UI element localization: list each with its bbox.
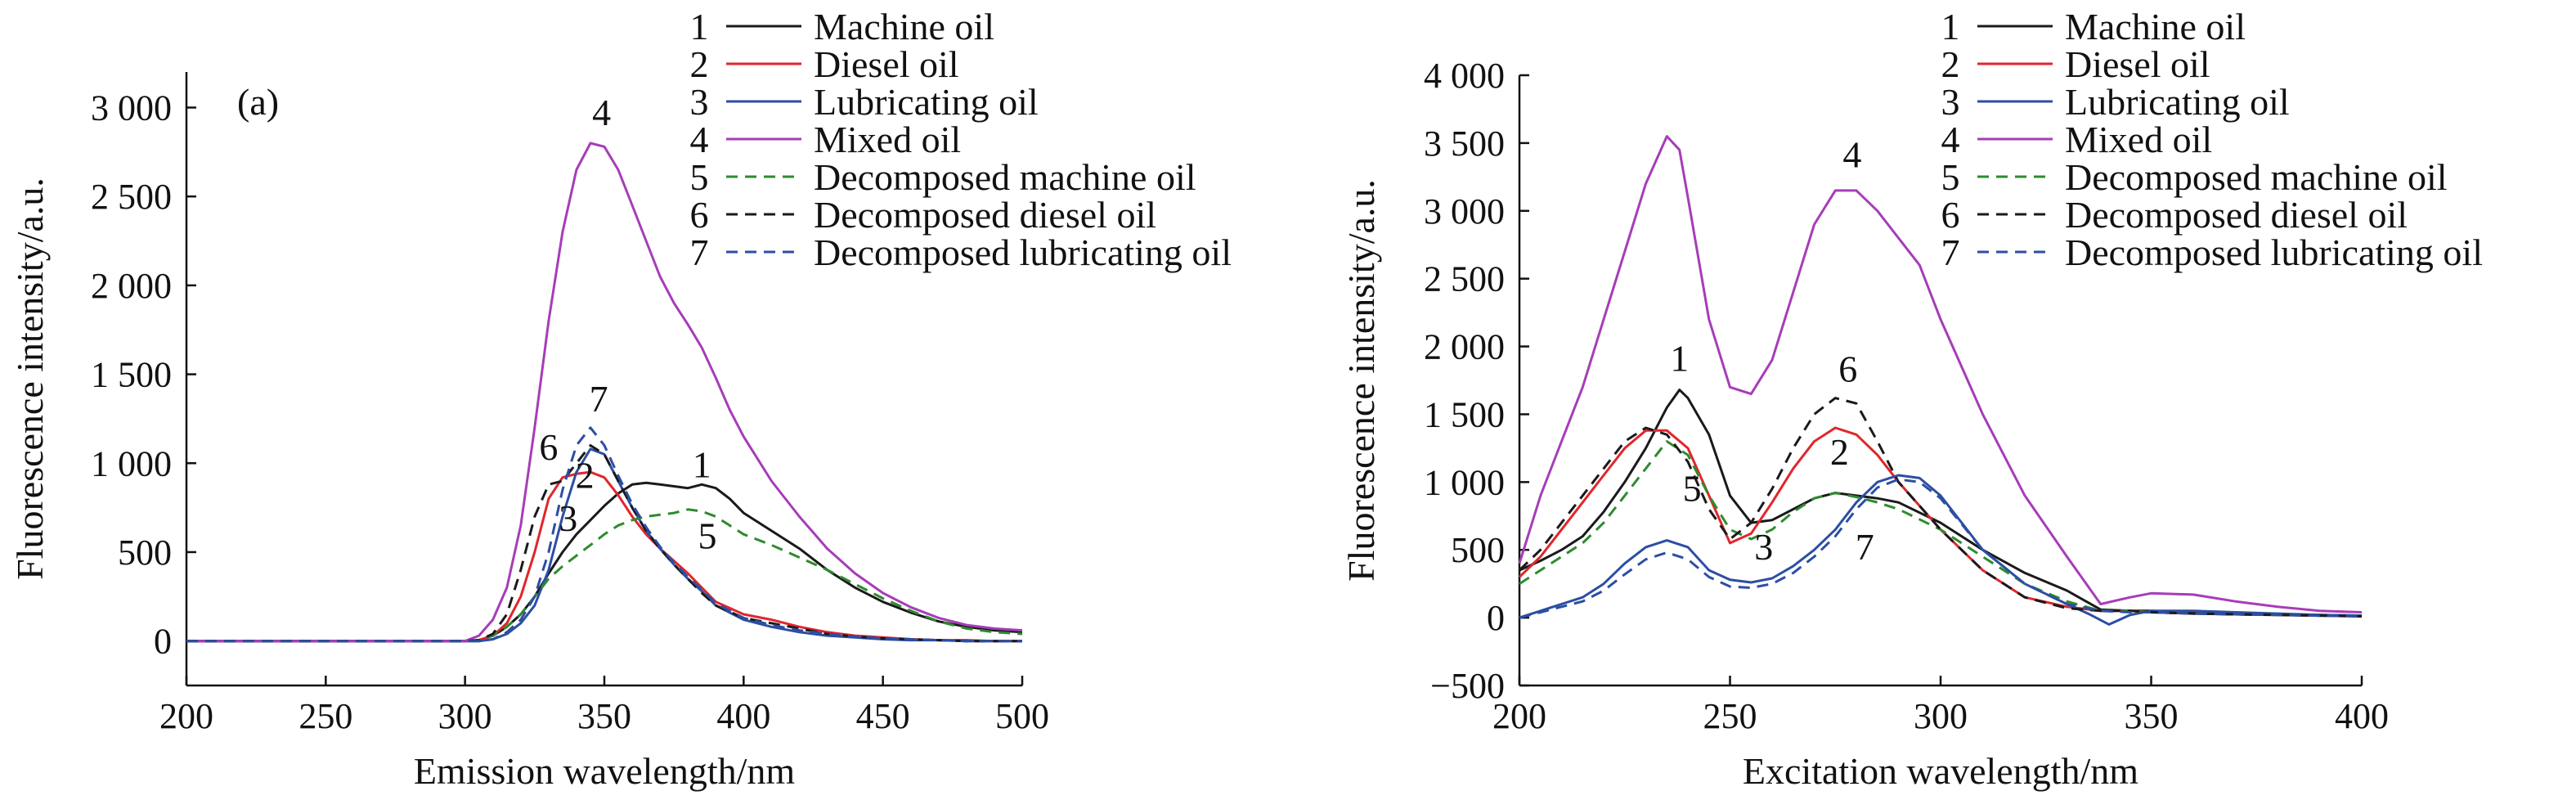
x-tick-label: 400 <box>2335 696 2389 736</box>
x-tick-label: 300 <box>1914 696 1968 736</box>
y-tick-label: 1 500 <box>91 355 172 395</box>
y-tick-label: 3 500 <box>1424 124 1505 164</box>
x-tick-label: 400 <box>716 696 770 736</box>
series-line-6 <box>186 444 1022 643</box>
x-tick-label: 350 <box>577 696 631 736</box>
x-tick-label: 500 <box>995 696 1049 736</box>
x-tick-label: 300 <box>438 696 492 736</box>
y-tick-label: 3 000 <box>1424 191 1505 231</box>
legend-number: 7 <box>690 231 709 273</box>
legend-label: Machine oil <box>2065 6 2246 47</box>
y-tick-label: 3 000 <box>91 88 172 128</box>
legend-number: 6 <box>690 194 709 236</box>
legend-label: Decomposed machine oil <box>2065 156 2448 198</box>
y-tick-label: 2 500 <box>1424 259 1505 299</box>
series-line-6 <box>1518 397 2363 618</box>
y-tick-label: 0 <box>154 622 172 662</box>
x-tick-label: 200 <box>1492 696 1546 736</box>
y-tick-label: 1 000 <box>91 443 172 483</box>
curve-number-label: 5 <box>1683 468 1702 510</box>
curve-number-label: 1 <box>1670 337 1689 379</box>
legend-label: Machine oil <box>814 6 994 47</box>
series-line-5 <box>1519 440 2363 618</box>
legend-label: Lubricating oil <box>814 81 1039 123</box>
legend-label: Mixed oil <box>814 119 961 160</box>
curve-number-label: 5 <box>698 515 717 557</box>
legend-number: 6 <box>1941 194 1960 236</box>
x-axis-label: Emission wavelength/nm <box>414 750 796 792</box>
curve-number-label: 4 <box>1842 134 1861 176</box>
y-tick-label: 500 <box>1451 530 1505 570</box>
curve-number-label: 3 <box>1754 526 1773 568</box>
y-tick-label: 0 <box>1487 598 1505 638</box>
x-tick-label: 200 <box>159 696 213 736</box>
legend: 1 Machine oil 2 Diesel oil 3 Lubricating oil 4… <box>690 6 1232 273</box>
series-line-4 <box>186 142 1023 643</box>
legend-label: Decomposed lubricating oil <box>2065 231 2483 273</box>
y-axis-label: Fluorescence intensity/a.u. <box>1340 179 1382 582</box>
legend-label: Lubricating oil <box>2065 81 2290 123</box>
legend-number: 2 <box>690 43 709 85</box>
legend-label: Decomposed diesel oil <box>814 194 1156 236</box>
legend-number: 4 <box>690 119 709 160</box>
curve-number-label: 6 <box>539 426 558 468</box>
curve-number-label: 6 <box>1838 348 1857 390</box>
legend-number: 4 <box>1941 119 1960 160</box>
curve-number-label: 2 <box>1830 431 1849 473</box>
series-line-2 <box>186 470 1022 643</box>
legend-number: 7 <box>1941 231 1960 273</box>
legend-label: Diesel oil <box>2065 43 2210 85</box>
legend-number: 1 <box>1941 6 1960 47</box>
series-line-7 <box>186 426 1022 643</box>
y-tick-label: 2 000 <box>1424 327 1505 367</box>
legend-number: 5 <box>1941 156 1960 198</box>
legend-number: 3 <box>690 81 709 123</box>
curve-number-label: 4 <box>592 92 611 133</box>
y-axis-label: Fluorescence intensity/a.u. <box>9 178 51 580</box>
series-line-1 <box>1519 389 2363 618</box>
y-tick-label: 2 000 <box>91 266 172 306</box>
legend-number: 5 <box>690 156 709 198</box>
chart-panel-1: 200 250 300 350 400 450 500 0 500 1 000 1 500 2 000… <box>9 6 1232 792</box>
y-tick-label: 1 500 <box>1424 394 1505 434</box>
curve-number-label: 1 <box>693 444 711 486</box>
series-line-5 <box>186 508 1023 643</box>
legend-number: 1 <box>690 6 709 47</box>
legend-number: 2 <box>1941 43 1960 85</box>
y-tick-label: −500 <box>1430 666 1505 706</box>
series-line-1 <box>186 481 1023 643</box>
series-line-4 <box>1518 135 2363 613</box>
y-tick-label: 500 <box>118 533 172 573</box>
y-tick-label: 2 500 <box>91 177 172 217</box>
curve-number-label: 7 <box>590 378 608 420</box>
x-tick-label: 350 <box>2125 696 2179 736</box>
x-tick-label: 250 <box>1703 696 1757 736</box>
curve-number-label: 2 <box>576 455 595 497</box>
legend-label: Decomposed machine oil <box>814 156 1196 198</box>
legend-number: 3 <box>1941 81 1960 123</box>
y-tick-label: 1 000 <box>1424 462 1505 502</box>
legend: 1 Machine oil 2 Diesel oil 3 Lubricating oil 4… <box>1941 6 2484 273</box>
panel-label: (a) <box>237 81 279 123</box>
x-tick-label: 450 <box>856 696 910 736</box>
curve-number-label: 3 <box>559 497 577 539</box>
y-tick-label: 4 000 <box>1424 56 1505 96</box>
curve-number-label: 7 <box>1856 526 1874 568</box>
x-axis-label: Excitation wavelength/nm <box>1743 750 2138 792</box>
series-line-7 <box>1519 478 2363 619</box>
chart-panel-2: 200 250 300 350 400 −500 0 500 1 000 1 500 2 000 2 … <box>1340 6 2483 792</box>
x-tick-label: 250 <box>298 696 352 736</box>
legend-label: Decomposed lubricating oil <box>814 231 1232 273</box>
legend-label: Mixed oil <box>2065 119 2212 160</box>
legend-label: Decomposed diesel oil <box>2065 194 2408 236</box>
legend-label: Diesel oil <box>814 43 959 85</box>
